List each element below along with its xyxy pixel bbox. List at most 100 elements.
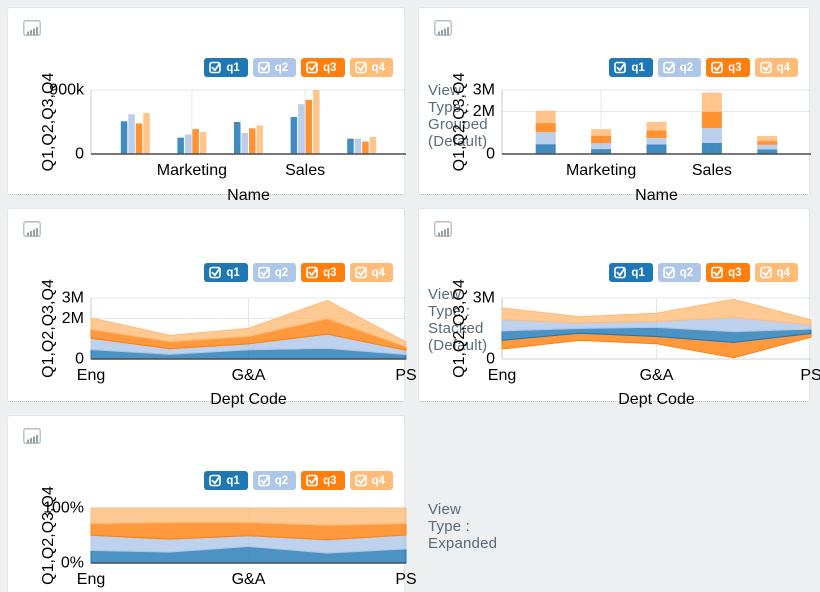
legend-label: q1	[631, 61, 645, 74]
checkbox-checked-icon	[257, 266, 270, 279]
stack-segment-q4[interactable]	[591, 129, 612, 136]
legend-toggle-q1[interactable]: q1	[609, 263, 653, 282]
stack-segment-q2[interactable]	[701, 127, 722, 143]
stack-segment-q3[interactable]	[757, 141, 778, 145]
panel-view-type-grouped: 900k 0 Marketing Sales Q1,Q2,Q3,Q4 Name View …	[7, 7, 488, 204]
area-q4[interactable]	[90, 507, 407, 526]
stack-segment-q4[interactable]	[646, 121, 667, 131]
stack-segment-q1[interactable]	[701, 142, 722, 154]
stack-segment-q2[interactable]	[757, 144, 778, 150]
bar-q3[interactable]	[305, 99, 313, 154]
legend-toggle-q4[interactable]: q4	[754, 58, 798, 77]
panel-title: View Type : Expanded	[428, 501, 498, 552]
bar-q4[interactable]	[199, 131, 207, 154]
bar-q2[interactable]	[128, 114, 135, 154]
legend-toggle-q3[interactable]: q3	[301, 471, 345, 490]
legend-label: q3	[323, 266, 337, 279]
y-axis-label: Q1,Q2,Q3,Q4	[40, 486, 57, 585]
legend-toggle-q2[interactable]: q2	[252, 471, 297, 490]
legend-toggle-q1[interactable]: q1	[609, 58, 653, 77]
stack-segment-q2[interactable]	[646, 138, 667, 145]
legend-toggle-q4[interactable]: q4	[349, 58, 393, 77]
x-tick-label: Eng	[77, 367, 105, 384]
checkbox-checked-icon	[209, 61, 222, 74]
bar-q4[interactable]	[143, 113, 150, 154]
stack-segment-q1[interactable]	[757, 149, 778, 154]
x-tick-label: Eng	[488, 367, 516, 384]
legend-toggle-q3[interactable]: q3	[706, 58, 750, 77]
legend-label: q2	[679, 266, 694, 279]
bar-q3[interactable]	[362, 141, 369, 154]
bar-q1[interactable]	[177, 137, 184, 154]
bar-q4[interactable]	[256, 125, 264, 154]
checkbox-checked-icon	[711, 61, 723, 74]
panel-view-type-stacked-default: 3M 2M 0 Eng G&A PS Q1,Q2,Q3,Q4 Dept Code View T…	[7, 208, 487, 408]
bar-q4[interactable]	[369, 136, 377, 154]
legend-toggle-q4[interactable]: q4	[349, 263, 393, 282]
bar-q3[interactable]	[249, 128, 256, 154]
checkbox-checked-icon	[306, 61, 318, 74]
checkbox-checked-icon	[257, 474, 270, 487]
legend-toggle-q2[interactable]: q2	[252, 263, 297, 282]
legend-label: q3	[323, 61, 337, 74]
checkbox-checked-icon	[614, 266, 627, 279]
legend-toggle-q1[interactable]: q1	[204, 263, 248, 282]
stack-segment-q2[interactable]	[591, 143, 612, 150]
x-tick-label: G&A	[232, 571, 266, 588]
panel-header: 3M 2M 0 Marketing Sales Q1,Q2,Q3,Q4 Name View …	[419, 8, 811, 211]
stack-segment-q4[interactable]	[701, 92, 722, 112]
legend-toggle-q1[interactable]: q1	[204, 58, 248, 77]
stack-segment-q3[interactable]	[646, 130, 667, 139]
checkbox-checked-icon	[759, 266, 772, 279]
legend-toggle-q3[interactable]: q3	[301, 58, 345, 77]
stack-segment-q2[interactable]	[535, 132, 556, 145]
legend-toggle-q2[interactable]: q2	[252, 58, 297, 77]
stack-segment-q3[interactable]	[701, 111, 722, 128]
bar-q1[interactable]	[234, 122, 241, 154]
legend-label: q1	[631, 266, 645, 279]
x-axis-title: Name	[227, 187, 270, 204]
stack-segment-q4[interactable]	[535, 110, 556, 124]
area-q4[interactable]	[90, 299, 407, 348]
y-tick-label: 0%	[61, 555, 84, 572]
bar-q1[interactable]	[347, 138, 354, 154]
stack-segment-q1[interactable]	[646, 144, 667, 154]
bar-q2[interactable]	[241, 133, 249, 154]
bar-q1[interactable]	[120, 121, 128, 154]
legend-toggle-q4[interactable]: q4	[754, 263, 798, 282]
x-axis-title: Name	[635, 187, 678, 204]
bar-chart-icon: 3M 2M 0 Marketing Sales Q1,Q2,Q3,Q4 Name	[434, 20, 820, 211]
bar-q3[interactable]	[192, 129, 199, 154]
stack-segment-q3[interactable]	[535, 123, 556, 133]
stack-segment-q4[interactable]	[757, 135, 778, 142]
legend-toggle-q1[interactable]: q1	[204, 471, 248, 490]
bar-q1[interactable]	[290, 117, 298, 154]
bar-q4[interactable]	[313, 90, 320, 154]
legend-label: q3	[728, 61, 742, 74]
legend-toggle-q4[interactable]: q4	[349, 471, 393, 490]
x-tick-label: PS	[395, 571, 416, 588]
stack-segment-q1[interactable]	[591, 149, 612, 154]
area-q4[interactable]	[501, 298, 812, 326]
legend-toggle-q2[interactable]: q2	[657, 263, 702, 282]
legend-label: q1	[226, 61, 240, 74]
bar-q2[interactable]	[354, 138, 362, 154]
bar-q3[interactable]	[135, 123, 143, 154]
bar-q2[interactable]	[298, 104, 305, 154]
bar-q2[interactable]	[184, 134, 192, 154]
bar-chart-icon-glyph: 3M 2M 0 Marketing Sales Q1,Q2,Q3,Q4 Name	[434, 20, 811, 204]
legend-toggle-q3[interactable]: q3	[301, 263, 345, 282]
checkbox-checked-icon	[662, 266, 675, 279]
stack-segment-q1[interactable]	[535, 144, 556, 154]
checkbox-checked-icon	[614, 61, 627, 74]
legend-toggle-q3[interactable]: q3	[706, 263, 750, 282]
legend-label: q2	[274, 61, 289, 74]
legend-toggle-q2[interactable]: q2	[657, 58, 702, 77]
y-tick-label: 0	[486, 351, 495, 368]
stack-segment-q3[interactable]	[591, 135, 612, 144]
